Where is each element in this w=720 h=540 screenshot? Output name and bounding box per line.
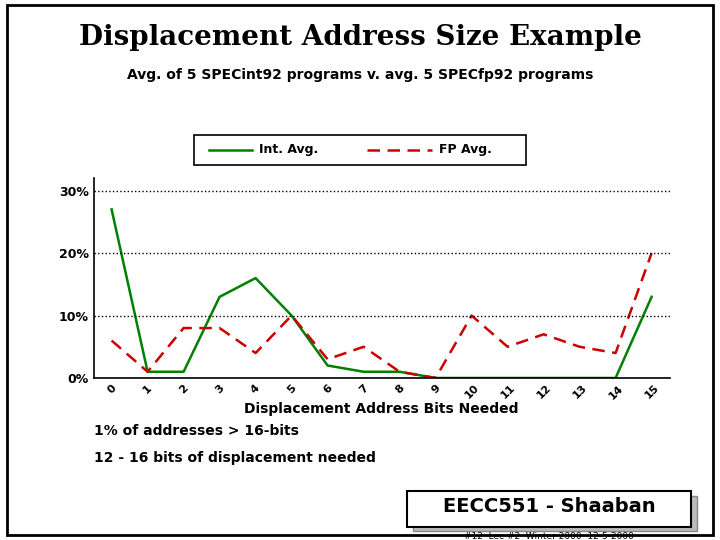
FP Avg. xyxy=(251,350,260,356)
Int. Avg. xyxy=(575,375,584,381)
Int. Avg. xyxy=(431,375,440,381)
Int. Avg. xyxy=(611,375,620,381)
FP Avg. xyxy=(179,325,188,331)
Text: #12  Lec #2  Winter 2000  12-5-2000: #12 Lec #2 Winter 2000 12-5-2000 xyxy=(464,532,634,540)
Int. Avg. xyxy=(467,375,476,381)
FP Avg. xyxy=(539,331,548,338)
Line: FP Avg.: FP Avg. xyxy=(112,253,652,378)
Int. Avg. xyxy=(503,375,512,381)
FP Avg. xyxy=(323,356,332,362)
FP Avg. xyxy=(503,343,512,350)
Int. Avg. xyxy=(287,312,296,319)
Text: Displacement Address Bits Needed: Displacement Address Bits Needed xyxy=(244,402,519,416)
Text: EECC551 - Shaaban: EECC551 - Shaaban xyxy=(443,497,655,516)
Int. Avg. xyxy=(251,275,260,281)
Text: FP Avg.: FP Avg. xyxy=(439,143,492,157)
FP Avg. xyxy=(143,368,152,375)
FP Avg. xyxy=(287,312,296,319)
Text: 1% of addresses > 16-bits: 1% of addresses > 16-bits xyxy=(94,424,299,438)
FP Avg. xyxy=(395,368,404,375)
FP Avg. xyxy=(107,338,116,344)
Int. Avg. xyxy=(215,294,224,300)
Int. Avg. xyxy=(143,368,152,375)
Text: 12 - 16 bits of displacement needed: 12 - 16 bits of displacement needed xyxy=(94,451,375,465)
Int. Avg. xyxy=(359,368,368,375)
FP Avg. xyxy=(611,350,620,356)
Int. Avg. xyxy=(647,294,656,300)
FP Avg. xyxy=(215,325,224,331)
Line: Int. Avg.: Int. Avg. xyxy=(112,210,652,378)
FP Avg. xyxy=(359,343,368,350)
Int. Avg. xyxy=(395,368,404,375)
Int. Avg. xyxy=(323,362,332,369)
Int. Avg. xyxy=(107,206,116,213)
Int. Avg. xyxy=(539,375,548,381)
Text: Displacement Address Size Example: Displacement Address Size Example xyxy=(78,24,642,51)
Text: Avg. of 5 SPECint92 programs v. avg. 5 SPECfp92 programs: Avg. of 5 SPECint92 programs v. avg. 5 S… xyxy=(127,68,593,82)
FP Avg. xyxy=(431,375,440,381)
Int. Avg. xyxy=(179,368,188,375)
FP Avg. xyxy=(575,343,584,350)
FP Avg. xyxy=(647,250,656,256)
Text: Int. Avg.: Int. Avg. xyxy=(259,143,318,157)
FP Avg. xyxy=(467,312,476,319)
